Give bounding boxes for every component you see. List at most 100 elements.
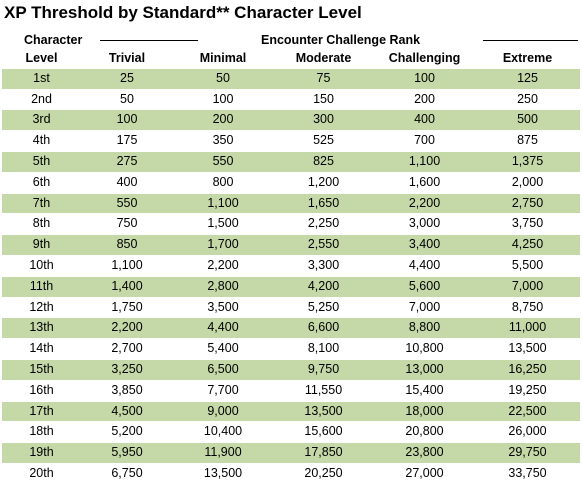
table-row: 19th 5,950 11,900 17,850 23,800 29,750 [2,442,580,464]
moderate-cell: 150 [273,89,374,111]
minimal-cell: 4,400 [173,317,273,340]
table-row: 6th 400 800 1,200 1,600 2,000 [2,172,580,194]
table-row: 15th 3,250 6,500 9,750 13,000 16,250 [2,359,580,381]
minimal-cell: 50 [173,68,273,90]
extreme-cell: 8,750 [475,297,580,319]
challenging-cell: 1,600 [374,172,475,194]
level-cell: 12th [2,297,81,319]
trivial-cell: 1,100 [81,255,173,277]
table-row: 5th 275 550 825 1,100 1,375 [2,151,580,173]
extreme-cell: 875 [475,130,580,152]
header-rule-right [483,40,578,41]
moderate-cell: 20,250 [273,463,374,485]
minimal-cell: 7,700 [173,380,273,402]
challenging-cell: 3,000 [374,213,475,236]
trivial-cell: 550 [81,193,173,215]
moderate-cell: 5,250 [273,297,374,319]
minimal-cell: 100 [173,89,273,111]
minimal-cell: 2,200 [173,255,273,277]
table-body: 1st 25 50 75 100 125 2nd 50 100 150 200 250 3rd 100 20… [2,68,580,485]
level-cell: 6th [2,172,81,194]
extreme-cell: 22,500 [475,401,580,423]
column-header-minimal: Minimal [199,51,247,65]
challenging-cell: 18,000 [374,401,475,423]
challenging-cell: 10,800 [374,338,475,360]
table-row: 18th 5,200 10,400 15,600 20,800 26,000 [2,421,580,444]
level-cell: 13th [2,317,81,340]
challenging-cell: 13,000 [374,359,475,381]
table-row: 4th 175 350 525 700 875 [2,130,580,152]
challenging-cell: 8,800 [374,317,475,340]
extreme-cell: 13,500 [475,338,580,360]
moderate-cell: 9,750 [273,359,374,381]
moderate-cell: 3,300 [273,255,374,277]
moderate-cell: 13,500 [273,401,374,423]
extreme-cell: 3,750 [475,213,580,236]
level-header: Level [25,51,58,65]
moderate-cell: 2,250 [273,213,374,236]
minimal-cell: 3,500 [173,297,273,319]
moderate-cell: 1,650 [273,193,374,215]
minimal-cell: 13,500 [173,463,273,485]
level-cell: 19th [2,442,81,464]
challenging-cell: 400 [374,109,475,132]
moderate-cell: 300 [273,109,374,132]
table-row: 9th 850 1,700 2,550 3,400 4,250 [2,234,580,256]
column-header-extreme: Extreme [502,51,553,65]
level-cell: 17th [2,401,81,423]
minimal-cell: 1,500 [173,213,273,236]
level-cell: 3rd [2,109,81,132]
level-cell: 8th [2,213,81,236]
table-row: 7th 550 1,100 1,650 2,200 2,750 [2,193,580,215]
column-header-row: Level Trivial Minimal Moderate Challengi… [2,49,580,69]
trivial-cell: 50 [81,89,173,111]
trivial-cell: 275 [81,151,173,173]
minimal-cell: 550 [173,151,273,173]
extreme-cell: 2,750 [475,193,580,215]
trivial-cell: 3,250 [81,359,173,381]
extreme-cell: 5,500 [475,255,580,277]
trivial-cell: 4,500 [81,401,173,423]
level-cell: 14th [2,338,81,360]
challenging-cell: 7,000 [374,297,475,319]
minimal-cell: 11,900 [173,442,273,464]
moderate-cell: 4,200 [273,276,374,298]
minimal-cell: 800 [173,172,273,194]
extreme-cell: 250 [475,89,580,111]
trivial-cell: 25 [81,68,173,90]
challenging-cell: 100 [374,68,475,90]
trivial-cell: 1,750 [81,297,173,319]
level-cell: 11th [2,276,81,298]
level-cell: 20th [2,463,81,485]
extreme-cell: 16,250 [475,359,580,381]
extreme-cell: 26,000 [475,421,580,444]
table-row: 14th 2,700 5,400 8,100 10,800 13,500 [2,338,580,360]
moderate-cell: 6,600 [273,317,374,340]
level-cell: 5th [2,151,81,173]
trivial-cell: 6,750 [81,463,173,485]
level-cell: 9th [2,234,81,256]
trivial-cell: 2,200 [81,317,173,340]
level-cell: 4th [2,130,81,152]
trivial-cell: 750 [81,213,173,236]
level-cell: 10th [2,255,81,277]
table-row: 3rd 100 200 300 400 500 [2,109,580,132]
trivial-cell: 100 [81,109,173,132]
table-row: 12th 1,750 3,500 5,250 7,000 8,750 [2,297,580,319]
level-cell: 16th [2,380,81,402]
extreme-cell: 11,000 [475,317,580,340]
trivial-cell: 3,850 [81,380,173,402]
table-row: 11th 1,400 2,800 4,200 5,600 7,000 [2,276,580,298]
table-row: 13th 2,200 4,400 6,600 8,800 11,000 [2,317,580,340]
level-cell: 2nd [2,89,81,111]
moderate-cell: 825 [273,151,374,173]
level-cell: 7th [2,193,81,215]
level-cell: 1st [2,68,81,90]
trivial-cell: 5,200 [81,421,173,444]
extreme-cell: 500 [475,109,580,132]
trivial-cell: 2,700 [81,338,173,360]
trivial-cell: 175 [81,130,173,152]
extreme-cell: 1,375 [475,151,580,173]
column-header-challenging: Challenging [388,51,461,65]
extreme-cell: 19,250 [475,380,580,402]
